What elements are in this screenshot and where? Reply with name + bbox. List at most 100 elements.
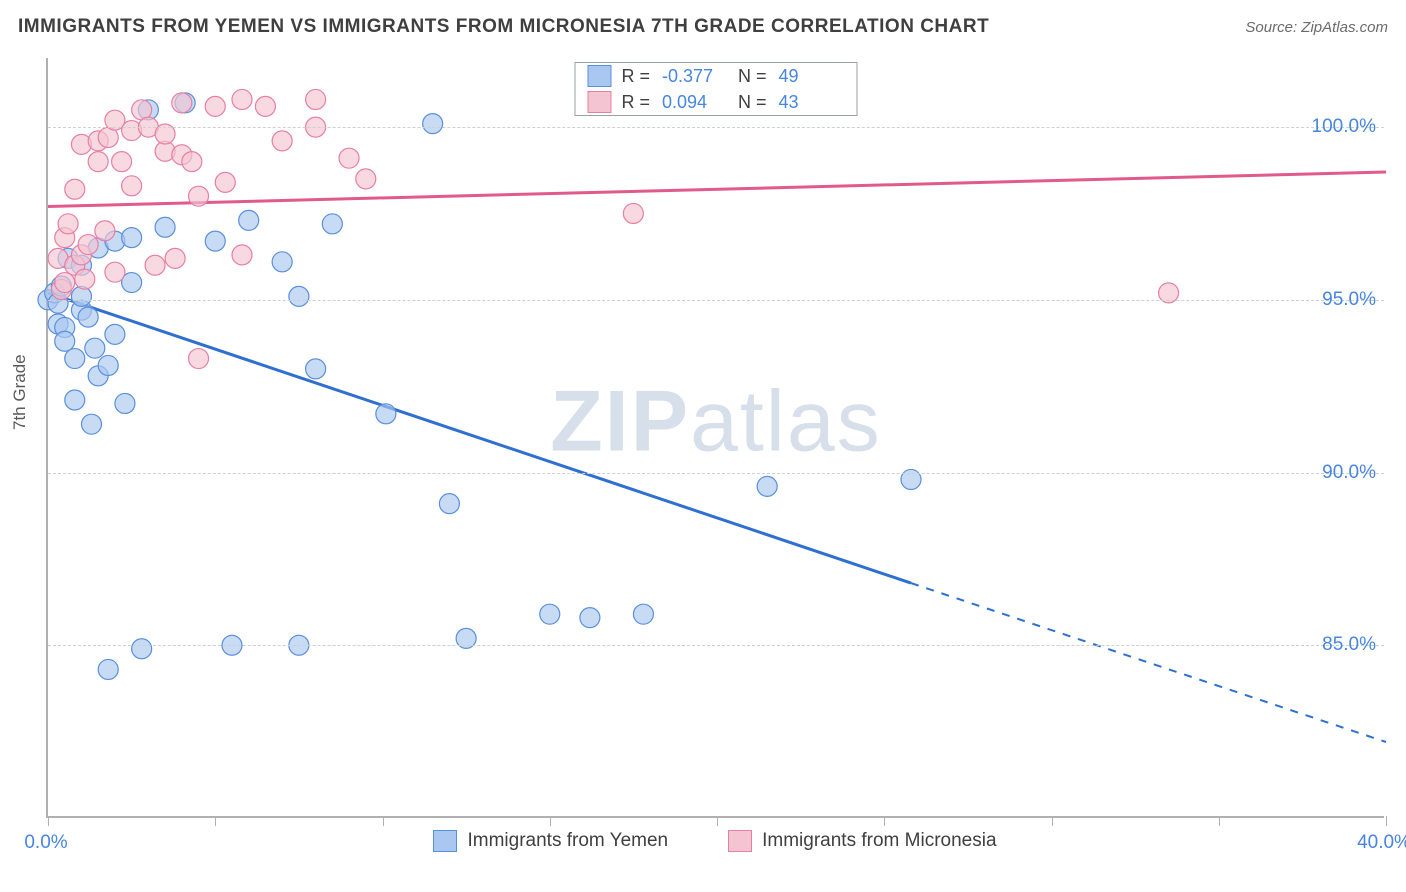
data-point [272, 131, 292, 151]
legend-swatch [587, 91, 611, 113]
data-point [189, 349, 209, 369]
x-tick [884, 816, 885, 826]
data-point [132, 639, 152, 659]
data-point [105, 324, 125, 344]
data-point [122, 176, 142, 196]
data-point [98, 659, 118, 679]
x-tick [1386, 816, 1387, 826]
gridline [48, 645, 1384, 646]
data-point [289, 286, 309, 306]
data-point [580, 608, 600, 628]
data-point [232, 245, 252, 265]
legend-item: Immigrants from Yemen [433, 830, 668, 852]
data-point [376, 404, 396, 424]
x-tick [1052, 816, 1053, 826]
data-point [306, 89, 326, 109]
data-point [98, 355, 118, 375]
regression-line [48, 172, 1386, 207]
data-point [182, 152, 202, 172]
data-point [85, 338, 105, 358]
legend-label: Immigrants from Yemen [467, 830, 668, 852]
data-point [215, 172, 235, 192]
legend-label: Immigrants from Micronesia [762, 830, 996, 852]
y-axis-label: 7th Grade [10, 354, 30, 430]
stats-legend-row: R = -0.377 N = 49 [575, 63, 856, 89]
data-point [757, 476, 777, 496]
data-point [75, 269, 95, 289]
data-point [633, 604, 653, 624]
data-point [172, 93, 192, 113]
data-point [71, 286, 91, 306]
data-point [356, 169, 376, 189]
data-point [65, 390, 85, 410]
stat-r-value: 0.094 [662, 92, 728, 113]
data-point [189, 186, 209, 206]
data-point [255, 96, 275, 116]
stat-n-value: 43 [779, 92, 845, 113]
x-tick [383, 816, 384, 826]
y-tick-label: 90.0% [1322, 462, 1376, 484]
legend-swatch [728, 830, 752, 852]
x-tick [48, 816, 49, 826]
legend-item: Immigrants from Micronesia [728, 830, 996, 852]
data-point [55, 273, 75, 293]
data-point [58, 214, 78, 234]
data-point [95, 221, 115, 241]
data-point [78, 235, 98, 255]
gridline [48, 127, 1384, 128]
x-tick [717, 816, 718, 826]
data-point [339, 148, 359, 168]
stat-r-label: R = [621, 66, 650, 87]
x-tick [550, 816, 551, 826]
y-tick-label: 85.0% [1322, 634, 1376, 656]
gridline [48, 473, 1384, 474]
data-point [55, 331, 75, 351]
data-point [145, 255, 165, 275]
data-point [272, 252, 292, 272]
data-point [322, 214, 342, 234]
data-point [239, 210, 259, 230]
y-tick-label: 95.0% [1322, 289, 1376, 311]
data-point [623, 203, 643, 223]
data-point [65, 179, 85, 199]
data-point [439, 494, 459, 514]
data-point [205, 96, 225, 116]
source-credit: Source: ZipAtlas.com [1245, 19, 1388, 36]
data-point [81, 414, 101, 434]
data-point [105, 262, 125, 282]
chart-title: IMMIGRANTS FROM YEMEN VS IMMIGRANTS FROM… [18, 16, 989, 38]
stat-n-value: 49 [779, 66, 845, 87]
data-point [155, 217, 175, 237]
data-point [78, 307, 98, 327]
data-point [112, 152, 132, 172]
gridline [48, 300, 1384, 301]
legend-swatch [433, 830, 457, 852]
series-legend: Immigrants from Yemen Immigrants from Mic… [46, 830, 1384, 852]
stats-legend: R = -0.377 N = 49 R = 0.094 N = 43 [574, 62, 857, 116]
stat-n-label: N = [738, 92, 767, 113]
source-label: Source: [1245, 19, 1297, 36]
x-tick [1219, 816, 1220, 826]
data-point [88, 152, 108, 172]
data-point [306, 359, 326, 379]
legend-swatch [587, 65, 611, 87]
stat-n-label: N = [738, 66, 767, 87]
y-tick-label: 100.0% [1312, 116, 1376, 138]
plot-area: ZIPatlas R =-0.377N =49R = 0.094N =43 85… [46, 58, 1384, 818]
source-name: ZipAtlas.com [1301, 19, 1388, 36]
chart-svg [48, 58, 1384, 816]
data-point [205, 231, 225, 251]
data-point [232, 89, 252, 109]
x-tick [215, 816, 216, 826]
data-point [165, 248, 185, 268]
data-point [423, 114, 443, 134]
data-point [65, 349, 85, 369]
regression-line [48, 293, 911, 583]
data-point [122, 228, 142, 248]
regression-line-extrapolated [911, 583, 1386, 742]
data-point [540, 604, 560, 624]
stats-legend-row: R = 0.094 N = 43 [575, 89, 856, 115]
data-point [115, 393, 135, 413]
stat-r-value: -0.377 [662, 66, 728, 87]
stat-r-label: R = [621, 92, 650, 113]
